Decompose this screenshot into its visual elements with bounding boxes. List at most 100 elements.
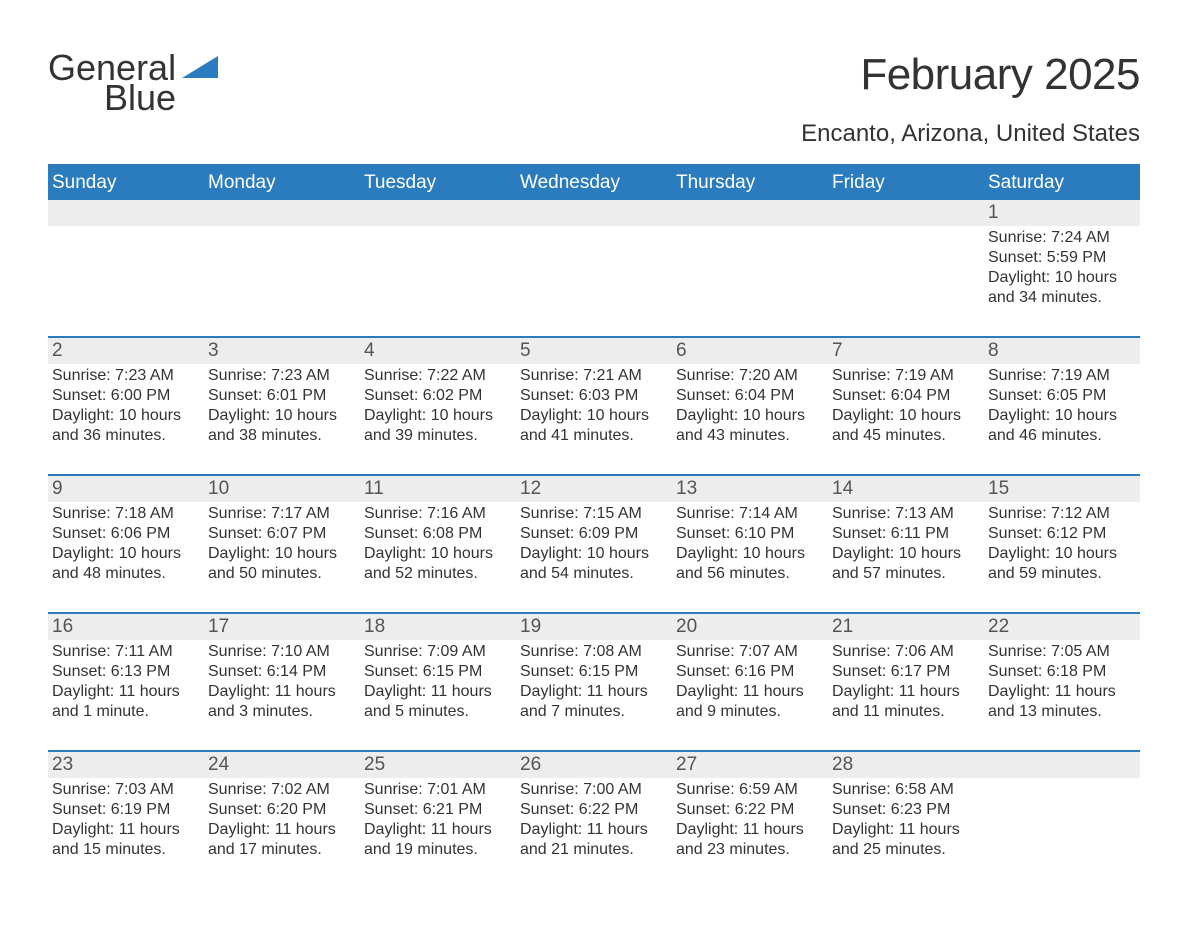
weekday-header: Tuesday bbox=[360, 166, 516, 200]
day-number: 25 bbox=[360, 752, 516, 778]
day-number bbox=[360, 200, 516, 226]
day-line: Sunset: 6:19 PM bbox=[52, 800, 200, 820]
day-content: Sunrise: 6:58 AMSunset: 6:23 PMDaylight:… bbox=[828, 778, 984, 888]
day-number: 2 bbox=[48, 338, 204, 364]
daynum-row: 2345678 bbox=[48, 338, 1140, 364]
month-title: February 2025 bbox=[801, 50, 1140, 100]
day-number: 14 bbox=[828, 476, 984, 502]
daycontent-row: Sunrise: 7:03 AMSunset: 6:19 PMDaylight:… bbox=[48, 778, 1140, 888]
day-line: Sunset: 6:05 PM bbox=[988, 386, 1136, 406]
day-line: Sunset: 6:13 PM bbox=[52, 662, 200, 682]
day-content: Sunrise: 6:59 AMSunset: 6:22 PMDaylight:… bbox=[672, 778, 828, 888]
day-content: Sunrise: 7:20 AMSunset: 6:04 PMDaylight:… bbox=[672, 364, 828, 474]
day-line: Daylight: 11 hours and 9 minutes. bbox=[676, 682, 824, 722]
day-line: Daylight: 10 hours and 45 minutes. bbox=[832, 406, 980, 446]
day-line: Sunset: 6:10 PM bbox=[676, 524, 824, 544]
day-number: 10 bbox=[204, 476, 360, 502]
day-line: Sunrise: 7:20 AM bbox=[676, 366, 824, 386]
day-number: 3 bbox=[204, 338, 360, 364]
day-line: Sunset: 5:59 PM bbox=[988, 248, 1136, 268]
day-line: Daylight: 10 hours and 52 minutes. bbox=[364, 544, 512, 584]
weeks-container: 1Sunrise: 7:24 AMSunset: 5:59 PMDaylight… bbox=[48, 200, 1140, 888]
day-number bbox=[204, 200, 360, 226]
day-content bbox=[48, 226, 204, 336]
day-number: 23 bbox=[48, 752, 204, 778]
weekday-header: Friday bbox=[828, 166, 984, 200]
day-content: Sunrise: 7:17 AMSunset: 6:07 PMDaylight:… bbox=[204, 502, 360, 612]
weekday-header: Wednesday bbox=[516, 166, 672, 200]
day-line: Sunrise: 6:59 AM bbox=[676, 780, 824, 800]
day-line: Daylight: 11 hours and 19 minutes. bbox=[364, 820, 512, 860]
day-line: Sunset: 6:07 PM bbox=[208, 524, 356, 544]
day-content: Sunrise: 7:23 AMSunset: 6:01 PMDaylight:… bbox=[204, 364, 360, 474]
day-line: Sunset: 6:22 PM bbox=[520, 800, 668, 820]
day-number bbox=[48, 200, 204, 226]
day-line: Sunset: 6:08 PM bbox=[364, 524, 512, 544]
day-number bbox=[984, 752, 1140, 778]
day-line: Sunrise: 7:02 AM bbox=[208, 780, 356, 800]
day-line: Sunset: 6:00 PM bbox=[52, 386, 200, 406]
day-number bbox=[516, 200, 672, 226]
day-content: Sunrise: 7:13 AMSunset: 6:11 PMDaylight:… bbox=[828, 502, 984, 612]
day-number: 11 bbox=[360, 476, 516, 502]
day-number: 20 bbox=[672, 614, 828, 640]
header: General Blue February 2025 Encanto, Ariz… bbox=[48, 50, 1140, 156]
day-line: Daylight: 11 hours and 11 minutes. bbox=[832, 682, 980, 722]
day-line: Daylight: 11 hours and 21 minutes. bbox=[520, 820, 668, 860]
day-number: 1 bbox=[984, 200, 1140, 226]
day-content: Sunrise: 7:00 AMSunset: 6:22 PMDaylight:… bbox=[516, 778, 672, 888]
day-line: Sunset: 6:22 PM bbox=[676, 800, 824, 820]
calendar: SundayMondayTuesdayWednesdayThursdayFrid… bbox=[48, 164, 1140, 888]
day-line: Sunrise: 7:21 AM bbox=[520, 366, 668, 386]
day-number: 4 bbox=[360, 338, 516, 364]
daycontent-row: Sunrise: 7:24 AMSunset: 5:59 PMDaylight:… bbox=[48, 226, 1140, 336]
day-content bbox=[828, 226, 984, 336]
day-content bbox=[204, 226, 360, 336]
day-line: Daylight: 11 hours and 1 minute. bbox=[52, 682, 200, 722]
day-number bbox=[828, 200, 984, 226]
day-line: Sunset: 6:11 PM bbox=[832, 524, 980, 544]
day-line: Sunrise: 7:12 AM bbox=[988, 504, 1136, 524]
daynum-row: 9101112131415 bbox=[48, 476, 1140, 502]
day-line: Sunset: 6:04 PM bbox=[676, 386, 824, 406]
day-line: Sunrise: 7:17 AM bbox=[208, 504, 356, 524]
day-line: Sunrise: 7:09 AM bbox=[364, 642, 512, 662]
day-content bbox=[516, 226, 672, 336]
daycontent-row: Sunrise: 7:18 AMSunset: 6:06 PMDaylight:… bbox=[48, 502, 1140, 612]
day-number: 16 bbox=[48, 614, 204, 640]
day-line: Sunrise: 7:05 AM bbox=[988, 642, 1136, 662]
day-line: Sunset: 6:21 PM bbox=[364, 800, 512, 820]
day-content: Sunrise: 7:10 AMSunset: 6:14 PMDaylight:… bbox=[204, 640, 360, 750]
day-line: Sunset: 6:18 PM bbox=[988, 662, 1136, 682]
day-line: Daylight: 11 hours and 3 minutes. bbox=[208, 682, 356, 722]
day-number: 8 bbox=[984, 338, 1140, 364]
day-line: Sunrise: 7:19 AM bbox=[988, 366, 1136, 386]
day-line: Daylight: 10 hours and 48 minutes. bbox=[52, 544, 200, 584]
day-line: Daylight: 11 hours and 23 minutes. bbox=[676, 820, 824, 860]
day-line: Sunset: 6:09 PM bbox=[520, 524, 668, 544]
location: Encanto, Arizona, United States bbox=[801, 120, 1140, 148]
day-number: 6 bbox=[672, 338, 828, 364]
weekday-header: Sunday bbox=[48, 166, 204, 200]
day-line: Sunset: 6:23 PM bbox=[832, 800, 980, 820]
day-line: Sunset: 6:16 PM bbox=[676, 662, 824, 682]
day-content: Sunrise: 7:08 AMSunset: 6:15 PMDaylight:… bbox=[516, 640, 672, 750]
day-content bbox=[672, 226, 828, 336]
day-line: Daylight: 11 hours and 7 minutes. bbox=[520, 682, 668, 722]
day-line: Daylight: 11 hours and 17 minutes. bbox=[208, 820, 356, 860]
day-line: Sunrise: 7:07 AM bbox=[676, 642, 824, 662]
day-line: Sunrise: 7:08 AM bbox=[520, 642, 668, 662]
day-line: Daylight: 10 hours and 36 minutes. bbox=[52, 406, 200, 446]
day-content: Sunrise: 7:01 AMSunset: 6:21 PMDaylight:… bbox=[360, 778, 516, 888]
daynum-row: 232425262728 bbox=[48, 752, 1140, 778]
day-line: Sunrise: 7:15 AM bbox=[520, 504, 668, 524]
day-line: Sunrise: 7:11 AM bbox=[52, 642, 200, 662]
day-line: Sunset: 6:04 PM bbox=[832, 386, 980, 406]
day-number: 12 bbox=[516, 476, 672, 502]
day-line: Sunrise: 7:23 AM bbox=[208, 366, 356, 386]
week-row: 1Sunrise: 7:24 AMSunset: 5:59 PMDaylight… bbox=[48, 200, 1140, 336]
day-line: Sunrise: 7:22 AM bbox=[364, 366, 512, 386]
day-content: Sunrise: 7:03 AMSunset: 6:19 PMDaylight:… bbox=[48, 778, 204, 888]
day-number: 7 bbox=[828, 338, 984, 364]
day-content: Sunrise: 7:22 AMSunset: 6:02 PMDaylight:… bbox=[360, 364, 516, 474]
